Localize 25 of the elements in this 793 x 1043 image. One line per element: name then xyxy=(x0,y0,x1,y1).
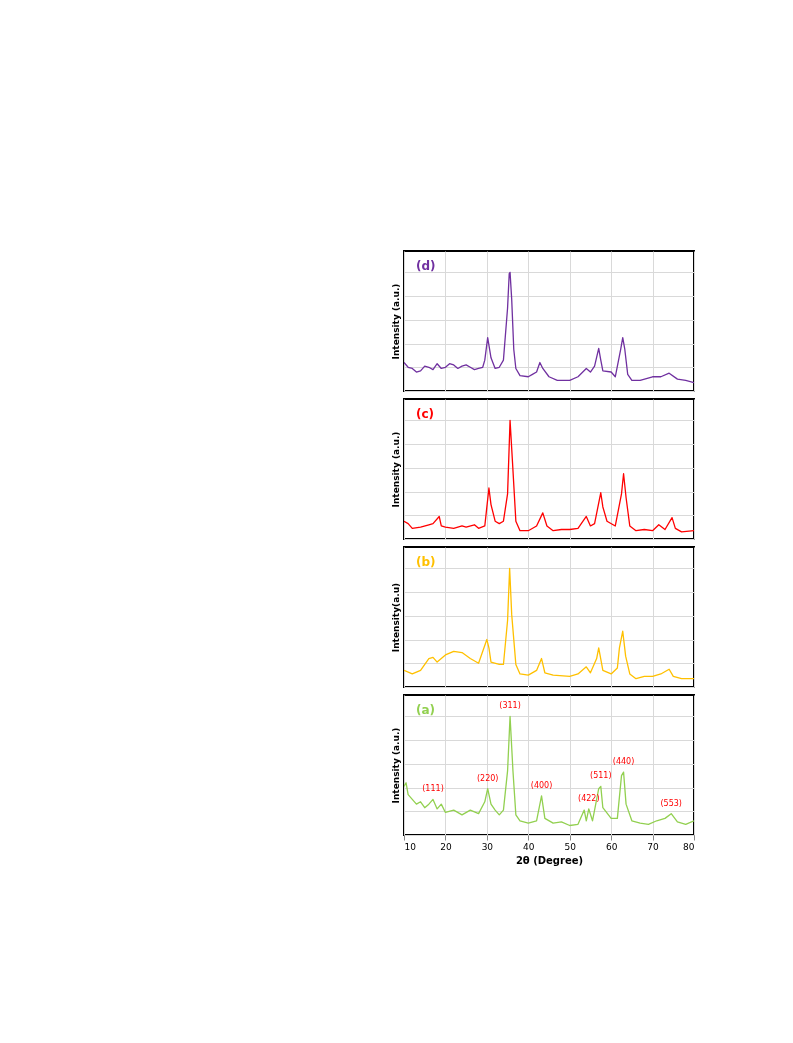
annotation: (311) xyxy=(499,701,521,711)
x-tick-label: 10 xyxy=(404,841,417,852)
chart-title: (d) xyxy=(416,259,436,273)
chart-title: (b) xyxy=(416,555,436,569)
y-axis-title: Intensity(a.u) xyxy=(390,582,401,653)
annotation: (511) xyxy=(590,771,612,781)
y-axis-title: Intensity (a.u.) xyxy=(390,283,401,360)
x-axis-title: 2θ (Degree) xyxy=(515,854,584,866)
x-tick-label: 60 xyxy=(605,841,618,852)
x-tick-label: 70 xyxy=(647,841,660,852)
annotation: (111) xyxy=(422,784,444,794)
chart-title: (c) xyxy=(416,407,435,421)
y-axis-title: Intensity (a.u.) xyxy=(390,431,401,508)
x-tick-label: 50 xyxy=(564,841,577,852)
x-tick-label: 40 xyxy=(523,841,535,852)
x-tick-label: 20 xyxy=(440,841,452,852)
annotation: (220) xyxy=(476,773,499,783)
x-tick-label: 30 xyxy=(481,841,494,852)
y-axis-title: Intensity (a.u.) xyxy=(390,727,401,804)
annotation: (440) xyxy=(612,757,635,767)
x-tick-label: 80 xyxy=(683,841,695,852)
annotation: (400) xyxy=(530,780,553,790)
annotation: (422) xyxy=(578,793,600,803)
chart-title: (a) xyxy=(416,703,436,717)
annotation: (553) xyxy=(660,798,682,808)
